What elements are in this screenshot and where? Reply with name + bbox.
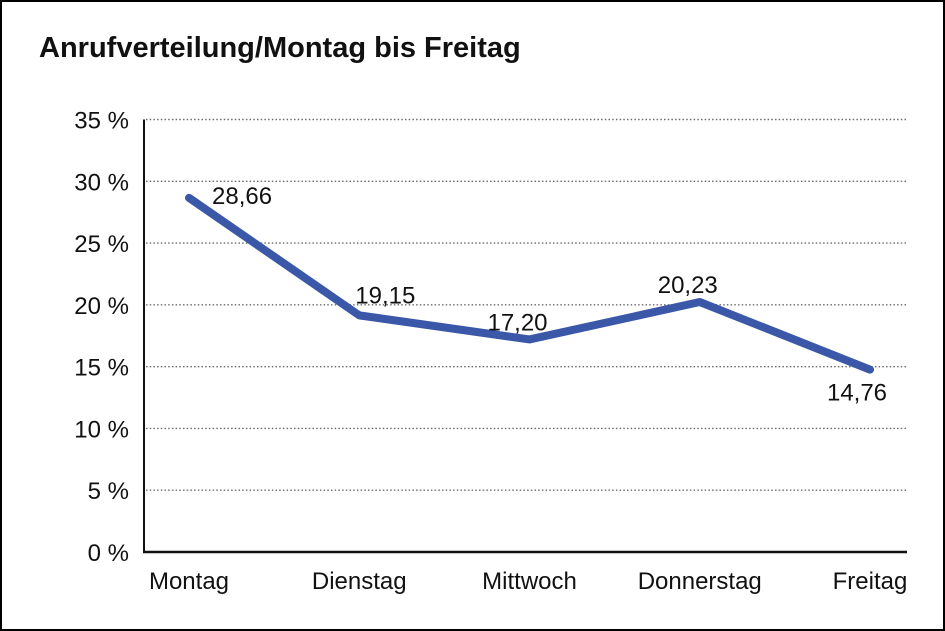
y-tick-label: 15 % — [74, 355, 129, 382]
y-tick-label: 25 % — [74, 231, 129, 258]
x-category-label: Dienstag — [312, 568, 407, 595]
x-category-label: Freitag — [833, 568, 908, 595]
data-point-label: 28,66 — [212, 183, 272, 210]
y-tick-label: 20 % — [74, 293, 129, 320]
x-category-label: Mittwoch — [482, 568, 577, 595]
y-tick-label: 30 % — [74, 169, 129, 196]
data-point-label: 14,76 — [827, 380, 887, 407]
x-category-label: Montag — [149, 568, 229, 595]
data-point-label: 17,20 — [487, 309, 547, 336]
y-tick-label: 10 % — [74, 416, 129, 443]
y-tick-label: 0 % — [88, 540, 129, 567]
chart-title: Anrufverteilung/Montag bis Freitag — [39, 32, 521, 64]
x-category-label: Donnerstag — [638, 568, 762, 595]
series-line-anrufverteilung — [185, 193, 874, 374]
y-tick-label: 5 % — [88, 478, 129, 505]
data-point-label: 19,15 — [355, 282, 415, 309]
data-point-label: 20,23 — [658, 272, 718, 299]
y-tick-label: 35 % — [74, 108, 129, 135]
